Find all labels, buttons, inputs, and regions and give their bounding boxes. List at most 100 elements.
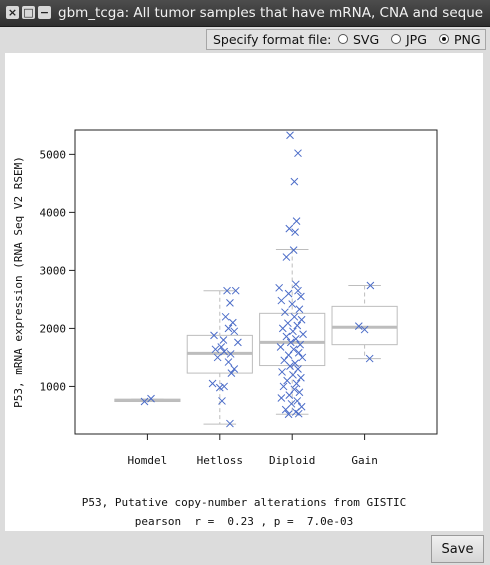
point-stroke (230, 365, 239, 373)
point-stroke (297, 373, 305, 382)
box (331, 305, 398, 346)
data-point (282, 253, 291, 261)
y-tick-label: 5000 (40, 148, 67, 161)
x-tick-label: Homdel (128, 454, 168, 467)
point-stroke (291, 280, 300, 289)
data-point (226, 350, 235, 358)
close-icon[interactable]: × (6, 6, 19, 19)
point-stroke (218, 397, 226, 405)
data-point (291, 280, 300, 289)
data-point (354, 322, 363, 330)
point-stroke (291, 408, 300, 416)
data-point (281, 405, 290, 414)
point-stroke (291, 359, 299, 368)
data-point (278, 324, 287, 333)
data-point (289, 327, 297, 336)
radio-png-label[interactable]: PNG (454, 32, 481, 47)
data-point (290, 385, 299, 394)
point-stroke (223, 286, 231, 295)
point-stroke (297, 315, 306, 324)
data-point (227, 369, 236, 377)
y-axis: 1000 2000 3000 4000 5000 (40, 148, 75, 393)
radio-jpg[interactable] (391, 34, 401, 44)
point-stroke (290, 312, 299, 321)
point-stroke (281, 405, 290, 414)
data-point (284, 351, 293, 359)
radio-svg-label[interactable]: SVG (353, 32, 380, 47)
data-point (223, 286, 231, 295)
data-point (285, 224, 294, 233)
radio-svg[interactable] (338, 34, 348, 44)
point-stroke (360, 325, 369, 334)
points (140, 131, 375, 428)
point-stroke (217, 343, 226, 351)
point-stroke (366, 281, 375, 290)
point-stroke (285, 391, 294, 399)
point-stroke (234, 338, 242, 347)
data-point (279, 382, 288, 391)
point-stroke (224, 324, 233, 333)
radio-png[interactable] (439, 34, 449, 44)
y-tick-label: 1000 (40, 380, 67, 393)
point-stroke (211, 345, 220, 354)
point-stroke (365, 354, 374, 363)
toolbar: Specify format file: SVG JPG PNG (0, 27, 490, 52)
data-point (291, 228, 299, 236)
x-tick-label: Diploid (269, 454, 315, 467)
data-point (230, 365, 239, 373)
data-point (366, 281, 375, 290)
point-stroke (220, 382, 228, 391)
point-stroke (280, 356, 289, 365)
data-point (213, 353, 222, 362)
data-point (230, 327, 239, 336)
data-point (290, 312, 299, 321)
data-point (296, 340, 305, 349)
data-point (282, 332, 291, 341)
save-button[interactable]: Save (431, 535, 484, 563)
point-stroke (281, 308, 289, 317)
data-point (291, 335, 300, 343)
y-tick-label: 2000 (40, 322, 67, 335)
point-stroke (282, 332, 291, 341)
data-point (231, 286, 240, 295)
data-point (276, 343, 285, 351)
data-point (208, 379, 217, 388)
minimize-icon[interactable]: − (38, 6, 51, 19)
correlation-stats: pearson r = 0.23 , p = 7.0e-03 (135, 515, 354, 528)
point-stroke (219, 336, 228, 344)
point-stroke (277, 394, 286, 402)
data-point (284, 410, 293, 419)
point-stroke (289, 327, 297, 336)
radio-jpg-label[interactable]: JPG (406, 32, 427, 47)
data-point (220, 382, 228, 391)
point-stroke (226, 350, 235, 358)
point-stroke (220, 347, 228, 356)
y-tick-label: 3000 (40, 264, 67, 277)
data-point (219, 336, 228, 344)
data-point (228, 318, 237, 327)
data-point (283, 376, 291, 385)
data-point (140, 397, 149, 406)
point-stroke (290, 385, 299, 394)
point-stroke (213, 353, 222, 362)
point-stroke (299, 330, 307, 339)
point-stroke (147, 394, 155, 403)
title-bar: × □ − gbm_tcga: All tumor samples that h… (0, 0, 490, 27)
data-point (224, 358, 233, 366)
point-stroke (279, 382, 288, 391)
data-point (294, 286, 302, 295)
data-point (220, 347, 228, 356)
data-point (284, 289, 293, 298)
x-tick-label: Gain (351, 454, 378, 467)
data-point (292, 379, 301, 388)
data-point (290, 177, 299, 186)
point-stroke (215, 383, 224, 392)
point-stroke (292, 379, 301, 388)
data-point (286, 131, 294, 140)
data-point (289, 345, 298, 354)
data-point (298, 353, 307, 362)
point-stroke (275, 283, 284, 292)
maximize-icon[interactable]: □ (22, 6, 35, 19)
bottom-bar: Save (0, 532, 490, 565)
point-stroke (291, 335, 300, 343)
